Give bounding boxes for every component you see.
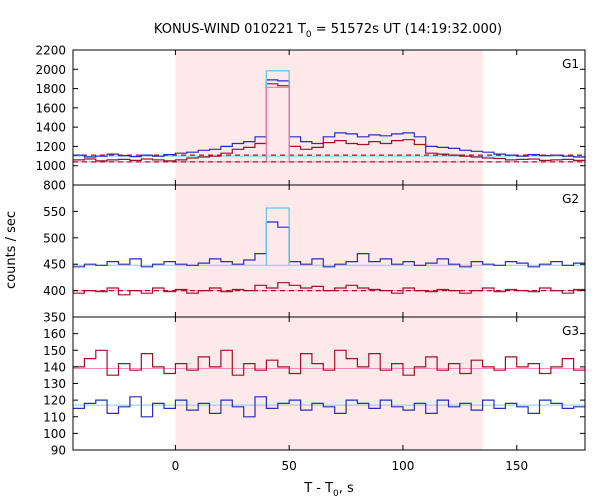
highlight-band-0 xyxy=(175,50,483,185)
highlight-band-1 xyxy=(175,185,483,317)
panel-g2: 350 400 450 500 550 G2 xyxy=(43,184,586,325)
histogram-series-0 xyxy=(73,221,585,268)
y-tick-label: 110 xyxy=(43,410,66,424)
panel-g3: 90 100 110 120 130 140 150 160 G3 xyxy=(43,316,586,458)
y-tick-label: 1000 xyxy=(35,159,66,173)
chart-title: KONUS-WIND 010221 T0 = 51572s UT (14:19:… xyxy=(154,22,502,40)
histogram-series-1 xyxy=(73,282,585,296)
panel-label: G3 xyxy=(562,324,579,338)
y-tick-label: 1400 xyxy=(35,121,66,135)
x-tick-label: 100 xyxy=(392,459,415,473)
x-tick-label: 0 xyxy=(172,459,180,473)
panels-group: 8001000120014001600180020002200G13504004… xyxy=(35,44,586,473)
histogram-series-0 xyxy=(73,396,585,418)
y-tick-label: 1200 xyxy=(35,140,66,154)
y-tick-label: 550 xyxy=(43,205,66,219)
y-tick-label: 2200 xyxy=(35,44,66,58)
y-tick-label: 120 xyxy=(43,394,66,408)
y-tick-label: 2000 xyxy=(35,63,66,77)
pulse-overlay-pink xyxy=(265,86,290,162)
y-tick-label: 1800 xyxy=(35,82,66,96)
histogram-series-0 xyxy=(73,79,585,158)
y-tick-label: 400 xyxy=(43,284,66,298)
x-tick-label: 50 xyxy=(282,459,297,473)
panel-label: G2 xyxy=(562,192,579,206)
histogram-series-1 xyxy=(73,83,585,162)
histogram-series-1 xyxy=(73,349,585,376)
pulse-overlay-cyan xyxy=(265,207,290,266)
x-axis-label: T - T0, s xyxy=(303,481,354,499)
y-tick-label: 1600 xyxy=(35,101,66,115)
highlight-band-2 xyxy=(175,317,483,450)
y-tick-label: 150 xyxy=(43,344,66,358)
y-tick-label: 160 xyxy=(43,327,66,341)
panel-label: G1 xyxy=(562,57,579,71)
y-tick-label: 450 xyxy=(43,258,66,272)
panel-g1: 800 1000 1200 1400 1600 1800 2000 2200 G1 xyxy=(35,44,586,193)
x-tick-label: 150 xyxy=(505,459,528,473)
y-tick-label: 500 xyxy=(43,231,66,245)
y-tick-label: 800 xyxy=(43,179,66,193)
y-tick-label: 130 xyxy=(43,377,66,391)
y-tick-label: 100 xyxy=(43,427,66,441)
y-tick-label: 90 xyxy=(51,444,66,458)
y-axis-label: counts / sec xyxy=(4,211,19,289)
y-tick-label: 140 xyxy=(43,360,66,374)
y-tick-label: 350 xyxy=(43,311,66,325)
